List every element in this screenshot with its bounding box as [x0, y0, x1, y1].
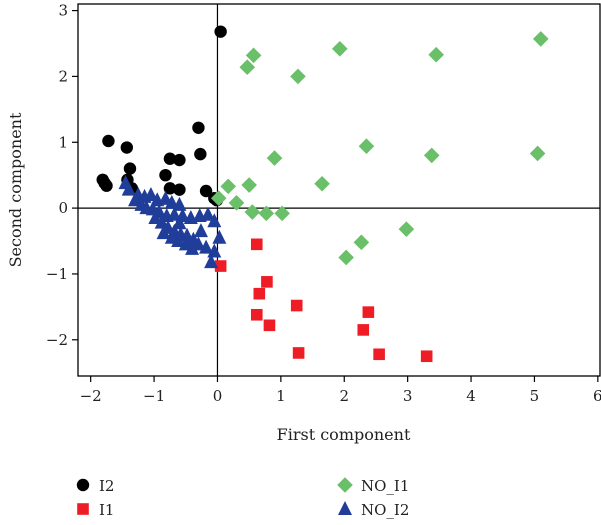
data-point-no-i2 [172, 215, 187, 230]
data-point-i1 [250, 308, 263, 321]
legend: I2 I1 NO_I1 NO_I2 [76, 477, 409, 519]
data-point-no-i2 [167, 206, 182, 221]
data-point-no-i1 [332, 40, 348, 57]
y-tick-label: −2 [46, 331, 68, 349]
data-point-no-i1 [338, 249, 354, 266]
legend-label-no-i2: NO_I2 [361, 501, 409, 519]
plot-frame [77, 3, 601, 377]
data-point-i1 [263, 319, 276, 332]
data-point-no-i2 [200, 206, 215, 221]
legend-marker-no-i2 [338, 501, 352, 515]
y-tick-label: −1 [46, 265, 68, 283]
y-tick-label: 2 [58, 67, 68, 85]
data-point-no-i1 [220, 178, 237, 195]
data-point-i1 [214, 260, 227, 272]
data-point-no-i2 [207, 213, 222, 228]
data-point-i2 [194, 147, 207, 161]
data-point-no-i2 [154, 214, 169, 229]
x-tick-label: −1 [143, 387, 165, 405]
series-no-i1 [210, 31, 549, 266]
x-tick-label: 6 [593, 387, 601, 405]
data-point-no-i2 [199, 239, 214, 254]
data-point-no-i1 [274, 205, 290, 222]
data-point-no-i1 [241, 177, 257, 193]
data-point-no-i1 [314, 175, 330, 192]
data-point-i1 [420, 350, 433, 363]
data-point-no-i1 [529, 145, 546, 162]
data-point-no-i2 [121, 181, 136, 196]
data-point-i1 [290, 299, 303, 312]
data-point-no-i1 [532, 31, 549, 47]
data-point-i1 [357, 324, 370, 336]
data-point-i2 [214, 25, 227, 38]
data-point-i2 [199, 184, 213, 198]
data-point-no-i1 [353, 234, 370, 251]
x-tick-label: −2 [80, 387, 102, 405]
data-point-no-i2 [204, 254, 219, 269]
y-axis-title: Second component [6, 112, 25, 267]
data-point-i2 [163, 182, 177, 195]
data-point-i1 [362, 306, 375, 318]
data-point-i1 [292, 347, 305, 359]
legend-marker-i2 [76, 478, 90, 492]
data-point-no-i1 [398, 221, 415, 237]
data-point-i2 [100, 179, 113, 192]
data-point-no-i2 [185, 240, 200, 255]
data-point-no-i2 [207, 243, 222, 258]
x-tick-label: 3 [403, 387, 413, 405]
legend-marker-i1 [77, 503, 89, 515]
data-point-no-i1 [290, 68, 306, 85]
data-points [96, 25, 549, 363]
data-point-i2 [163, 152, 177, 165]
data-point-no-i1 [245, 47, 262, 64]
x-tick-label: 0 [213, 387, 223, 405]
data-point-i1 [250, 238, 263, 251]
y-tick-label: 1 [58, 133, 68, 151]
data-point-i1 [261, 276, 273, 288]
data-point-no-i2 [156, 225, 171, 240]
data-point-no-i2 [171, 233, 186, 248]
legend-label-i2: I2 [99, 477, 114, 495]
data-point-i2 [123, 162, 137, 175]
data-point-i2 [102, 134, 115, 148]
data-point-i1 [253, 287, 266, 300]
data-point-no-i1 [228, 195, 245, 211]
data-point-no-i1 [266, 150, 283, 166]
data-point-no-i1 [428, 46, 444, 63]
data-point-i2 [159, 168, 172, 182]
series-no-i2 [118, 175, 227, 269]
data-point-no-i2 [212, 229, 227, 244]
legend-label-no-i1: NO_I1 [361, 477, 409, 495]
legend-label-i1: I1 [99, 501, 114, 519]
data-point-no-i1 [423, 147, 440, 164]
y-tick-label: 3 [58, 2, 68, 20]
plot-area [77, 3, 601, 377]
data-point-no-i1 [239, 59, 256, 76]
data-point-i2 [120, 141, 134, 154]
x-axis-title: First component [277, 425, 411, 444]
data-point-i2 [173, 183, 186, 196]
series-i2 [96, 25, 227, 207]
data-point-no-i1 [244, 204, 261, 220]
x-tick-label: 5 [530, 387, 540, 405]
x-tick-label: 4 [466, 387, 476, 405]
axes: −2 −1 0 1 2 3 4 5 6 −2 −1 0 1 2 3 [46, 2, 601, 405]
data-point-i2 [173, 153, 186, 167]
data-point-no-i2 [172, 196, 187, 211]
data-point-no-i1 [358, 138, 375, 155]
data-point-no-i1 [258, 205, 275, 222]
data-point-no-i2 [143, 186, 158, 201]
legend-marker-no-i1 [337, 477, 353, 493]
data-point-no-i1 [210, 190, 227, 207]
data-point-i2 [192, 121, 205, 134]
data-point-i1 [373, 348, 385, 361]
data-point-no-i2 [193, 223, 208, 238]
x-tick-label: 2 [339, 387, 349, 405]
x-tick-label: 1 [276, 387, 286, 405]
y-tick-label: 0 [58, 199, 68, 217]
series-i1 [214, 238, 433, 363]
